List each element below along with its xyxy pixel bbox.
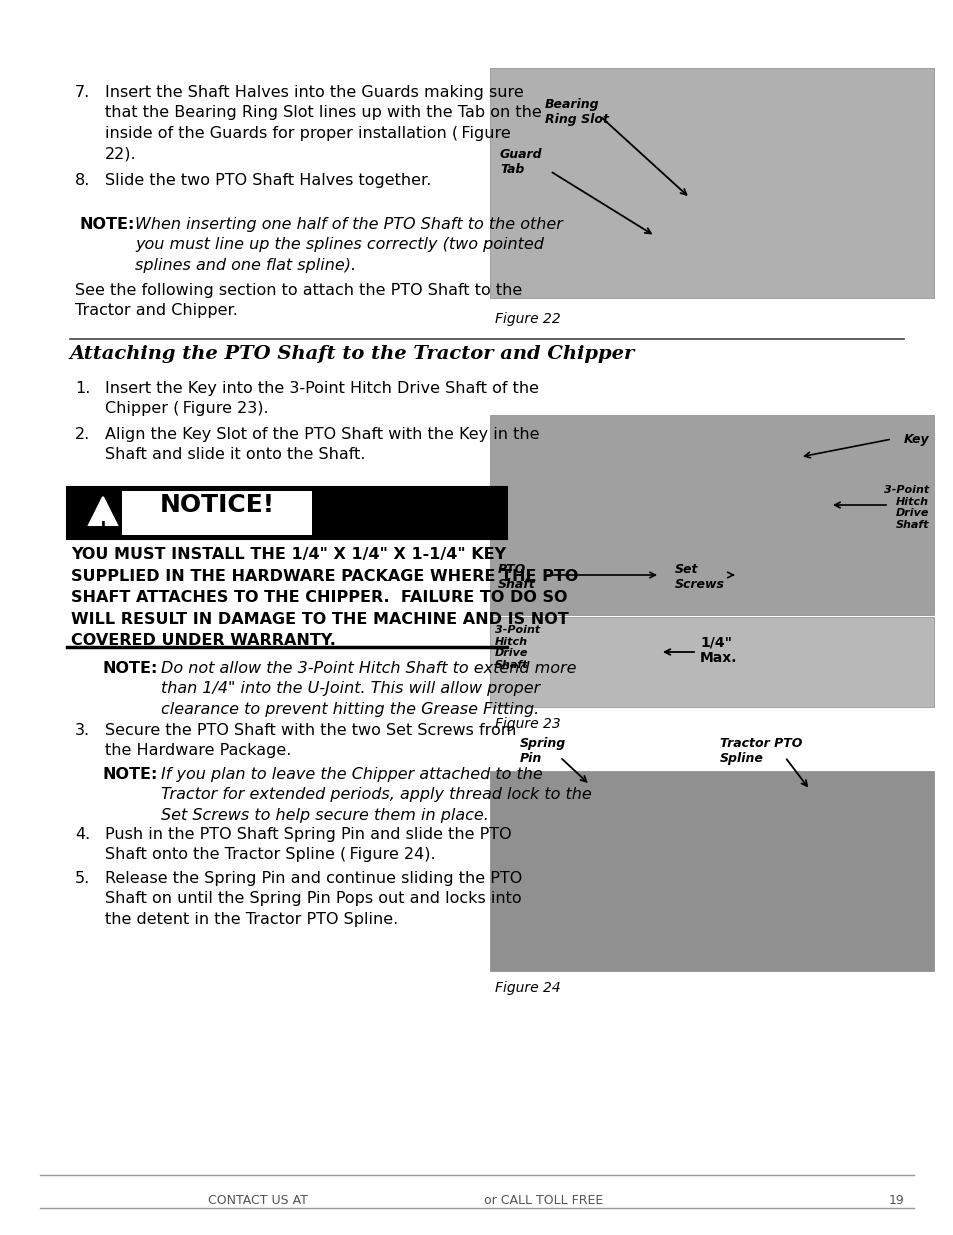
Text: Push in the PTO Shaft Spring Pin and slide the PTO
Shaft onto the Tractor Spline: Push in the PTO Shaft Spring Pin and sli…	[105, 827, 511, 862]
Text: 3.: 3.	[75, 722, 90, 739]
Text: Set
Screws: Set Screws	[675, 563, 724, 592]
Text: Release the Spring Pin and continue sliding the PTO
Shaft on until the Spring Pi: Release the Spring Pin and continue slid…	[105, 871, 521, 926]
Text: 7.: 7.	[75, 85, 91, 100]
Text: Figure 22: Figure 22	[495, 312, 560, 326]
Text: 4.: 4.	[75, 827, 91, 842]
Text: Insert the Shaft Halves into the Guards making sure
that the Bearing Ring Slot l: Insert the Shaft Halves into the Guards …	[105, 85, 541, 162]
Text: If you plan to leave the Chipper attached to the
Tractor for extended periods, a: If you plan to leave the Chipper attache…	[161, 767, 591, 823]
Bar	[490, 618, 933, 706]
Text: CONTACT US AT: CONTACT US AT	[208, 1194, 307, 1207]
Text: Slide the two PTO Shaft Halves together.: Slide the two PTO Shaft Halves together.	[105, 173, 431, 188]
Text: or CALL TOLL FREE: or CALL TOLL FREE	[483, 1194, 602, 1207]
Text: NOTE:: NOTE:	[103, 661, 158, 676]
Text: NOTE:: NOTE:	[80, 217, 135, 232]
Text: See the following section to attach the PTO Shaft to the
Tractor and Chipper.: See the following section to attach the …	[75, 283, 521, 319]
Text: Figure 23: Figure 23	[495, 718, 560, 731]
Text: 8.: 8.	[75, 173, 91, 188]
Text: When inserting one half of the PTO Shaft to the other
you must line up the splin: When inserting one half of the PTO Shaft…	[135, 217, 562, 273]
Text: 3-Point
Hitch
Drive
Shaft: 3-Point Hitch Drive Shaft	[495, 625, 539, 669]
Text: Spring
Pin: Spring Pin	[519, 737, 566, 764]
Text: Figure 24: Figure 24	[495, 981, 560, 995]
Bar	[490, 415, 933, 615]
Text: YOU MUST INSTALL THE 1/4" X 1/4" X 1-1/4" KEY
SUPPLIED IN THE HARDWARE PACKAGE W: YOU MUST INSTALL THE 1/4" X 1/4" X 1-1/4…	[71, 547, 578, 648]
Text: Guard
Tab: Guard Tab	[499, 148, 542, 177]
Text: NOTE:: NOTE:	[103, 767, 158, 782]
Text: 1/4"
Max.: 1/4" Max.	[700, 635, 737, 666]
Bar	[490, 771, 933, 971]
Text: 19: 19	[887, 1194, 903, 1207]
Bar	[122, 492, 312, 535]
Text: 5.: 5.	[75, 871, 91, 885]
Text: 2.: 2.	[75, 427, 91, 442]
Text: Attaching the PTO Shaft to the Tractor and Chipper: Attaching the PTO Shaft to the Tractor a…	[70, 345, 635, 363]
Text: Bearing
Ring Slot: Bearing Ring Slot	[544, 98, 608, 126]
Text: !: !	[99, 521, 107, 536]
Text: Do not allow the 3-Point Hitch Shaft to extend more
than 1/4" into the U-Joint. : Do not allow the 3-Point Hitch Shaft to …	[161, 661, 576, 716]
Text: 1.: 1.	[75, 382, 91, 396]
Text: PTO
Shaft: PTO Shaft	[497, 563, 536, 592]
Text: Key: Key	[902, 433, 928, 446]
Bar	[490, 68, 933, 298]
Text: Secure the PTO Shaft with the two Set Screws from
the Hardware Package.: Secure the PTO Shaft with the two Set Sc…	[105, 722, 516, 758]
Text: Insert the Key into the 3-Point Hitch Drive Shaft of the
Chipper ( Figure 23).: Insert the Key into the 3-Point Hitch Dr…	[105, 382, 538, 416]
Text: NOTICE!: NOTICE!	[159, 493, 274, 517]
Text: 3-Point
Hitch
Drive
Shaft: 3-Point Hitch Drive Shaft	[882, 485, 928, 530]
Bar	[67, 487, 506, 538]
Text: Align the Key Slot of the PTO Shaft with the Key in the
Shaft and slide it onto : Align the Key Slot of the PTO Shaft with…	[105, 427, 539, 462]
Polygon shape	[89, 496, 117, 525]
Text: Tractor PTO
Spline: Tractor PTO Spline	[720, 737, 801, 764]
